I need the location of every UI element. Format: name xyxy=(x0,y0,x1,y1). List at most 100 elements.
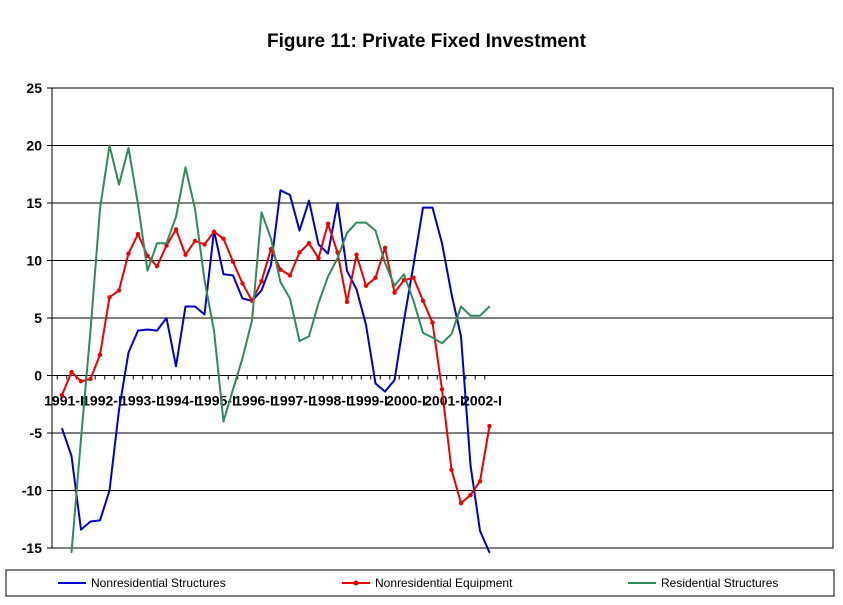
residential-structures-point xyxy=(137,203,139,205)
nonresidential-structures-point xyxy=(308,200,310,202)
nonresidential-structures-point xyxy=(336,202,339,204)
nonresidential-equipment-point xyxy=(97,352,103,357)
residential-structures-point xyxy=(241,357,244,359)
residential-structures-point xyxy=(308,335,310,337)
y-tick-label: 25 xyxy=(26,80,42,96)
nonresidential-structures-point xyxy=(99,519,101,522)
y-tick-label: -5 xyxy=(30,425,43,441)
nonresidential-structures-point xyxy=(146,328,149,331)
nonresidential-equipment-point xyxy=(183,252,188,257)
nonresidential-equipment-legend-label: Nonresidential Equipment xyxy=(375,576,513,590)
nonresidential-structures-point xyxy=(346,270,348,272)
residential-structures-point xyxy=(460,305,462,308)
nonresidential-structures-point xyxy=(289,194,291,196)
nonresidential-structures-point xyxy=(184,305,187,308)
nonresidential-equipment-point xyxy=(154,264,160,269)
nonresidential-structures-point xyxy=(194,305,196,308)
residential-structures-point xyxy=(213,330,215,332)
x-tick-label: 1996-I xyxy=(234,393,274,409)
nonresidential-equipment-point xyxy=(126,251,131,256)
nonresidential-structures-point xyxy=(89,520,92,523)
residential-structures-point xyxy=(165,242,168,244)
residential-structures-series xyxy=(70,144,491,554)
nonresidential-structures-point xyxy=(374,382,377,385)
nonresidential-equipment-point xyxy=(221,236,226,241)
nonresidential-structures-point xyxy=(441,242,443,244)
x-tick-label: 1998-I xyxy=(310,393,350,409)
nonresidential-structures-point xyxy=(156,330,158,332)
nonresidential-equipment-point xyxy=(477,479,483,484)
nonresidential-equipment-point xyxy=(439,387,445,392)
nonresidential-equipment-point xyxy=(116,288,122,293)
residential-structures-point xyxy=(118,184,120,186)
residential-structures-point xyxy=(298,340,301,342)
nonresidential-equipment-point xyxy=(240,281,245,286)
nonresidential-structures-point xyxy=(460,335,462,337)
residential-structures-point xyxy=(70,552,73,554)
y-tick-label: 20 xyxy=(26,138,42,154)
nonresidential-structures-point xyxy=(365,324,367,326)
y-tick-label: 10 xyxy=(26,253,42,269)
residential-structures-point xyxy=(374,230,377,232)
y-tick-label: 5 xyxy=(34,310,42,326)
nonresidential-structures-point xyxy=(327,253,329,255)
residential-structures-point xyxy=(156,242,158,244)
nonresidential-equipment-point xyxy=(135,231,141,237)
residential-structures-point xyxy=(450,333,453,335)
nonresidential-structures-point xyxy=(260,289,263,291)
nonresidential-structures-point xyxy=(137,330,139,332)
x-tick-label: 1991-I xyxy=(44,393,84,409)
residential-structures-point xyxy=(270,238,272,240)
residential-structures-point xyxy=(80,438,82,440)
series-lines xyxy=(59,144,492,554)
residential-structures-point xyxy=(251,319,253,321)
nonresidential-structures-point xyxy=(279,189,282,191)
residential-structures-point xyxy=(108,144,111,147)
nonresidential-equipment-point xyxy=(430,320,435,325)
residential-structures-point xyxy=(384,262,386,264)
nonresidential-structures-point xyxy=(175,365,177,367)
residential-structures-point xyxy=(469,315,472,317)
nonresidential-structures-point xyxy=(270,264,272,266)
nonresidential-equipment-point xyxy=(468,492,473,498)
nonresidential-equipment-point xyxy=(259,279,264,284)
nonresidential-structures-point xyxy=(61,427,63,429)
y-tick-label: 15 xyxy=(26,195,42,211)
x-tick-label: 1997-I xyxy=(272,393,312,409)
nonresidential-equipment-point xyxy=(449,467,454,472)
nonresidential-structures-line xyxy=(61,189,491,553)
residential-structures-point xyxy=(99,208,101,210)
nonresidential-structures-point xyxy=(232,274,234,277)
y-tick-label: 0 xyxy=(34,368,42,384)
nonresidential-equipment-point xyxy=(316,256,321,261)
residential-structures-point xyxy=(203,279,206,281)
nonresidential-equipment-point xyxy=(211,229,217,234)
nonresidential-equipment-point xyxy=(363,283,369,288)
nonresidential-equipment-point xyxy=(173,227,179,232)
y-tick-label: -15 xyxy=(22,540,42,556)
nonresidential-equipment-point xyxy=(278,267,283,272)
residential-structures-point xyxy=(412,300,415,302)
nonresidential-structures-point xyxy=(80,529,82,531)
nonresidential-equipment-point xyxy=(487,423,492,429)
nonresidential-equipment-point xyxy=(458,500,464,506)
nonresidential-equipment-point xyxy=(306,241,312,246)
residential-structures-point xyxy=(289,297,291,300)
residential-structures-point xyxy=(327,276,329,278)
legend-box xyxy=(5,569,835,597)
nonresidential-equipment-point xyxy=(164,243,169,248)
nonresidential-structures-point xyxy=(422,207,424,209)
nonresidential-structures-point xyxy=(450,293,453,295)
residential-structures-legend-label: Residential Structures xyxy=(661,576,778,590)
x-tick-label: 1992-I xyxy=(82,393,122,409)
nonresidential-equipment-point xyxy=(230,259,236,264)
nonresidential-structures-point xyxy=(165,317,168,319)
nonresidential-equipment-point xyxy=(382,245,388,251)
residential-structures-point xyxy=(260,211,263,213)
nonresidential-structures-point xyxy=(298,230,301,232)
nonresidential-equipment-point xyxy=(287,273,293,278)
residential-structures-point xyxy=(488,305,491,308)
residential-structures-point xyxy=(431,336,434,339)
nonresidential-structures-point xyxy=(431,207,434,209)
